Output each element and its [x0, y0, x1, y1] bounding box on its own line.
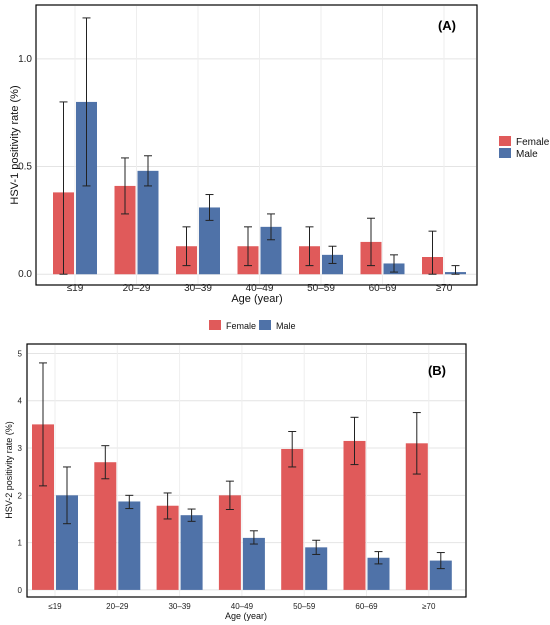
- legend-a-female-label: Female: [516, 137, 550, 148]
- bar-male: [199, 207, 220, 275]
- chart-a-frame: [35, 4, 478, 286]
- bar-female: [114, 185, 136, 275]
- bar-male: [118, 501, 141, 590]
- y-tick-label-0: 0: [18, 586, 23, 595]
- x-tick-label: 50–59: [293, 602, 316, 611]
- bar-male: [137, 170, 159, 275]
- chart-a-grid: [37, 6, 476, 284]
- bar-male: [322, 254, 343, 275]
- legend-b-female-label: Female: [226, 321, 256, 331]
- bar-female: [218, 495, 241, 590]
- bar-male: [305, 547, 328, 590]
- bar-female: [94, 462, 117, 590]
- bar-female: [343, 440, 366, 590]
- chart-a-y-ticks: 0.0 0.5 1.0: [18, 54, 32, 280]
- bar-male: [56, 495, 78, 590]
- chart-b-legend: Female Male: [209, 320, 296, 331]
- x-tick-label: 30–39: [184, 283, 212, 294]
- bar-female: [405, 443, 428, 590]
- bar-male: [180, 515, 203, 590]
- bar-female: [156, 505, 179, 590]
- legend-a-male-label: Male: [516, 149, 538, 160]
- x-tick-label: 60–69: [369, 283, 397, 294]
- x-tick-label: 50–59: [307, 283, 335, 294]
- bar-male: [242, 537, 265, 590]
- bar-female: [32, 424, 54, 590]
- x-tick-label: 20–29: [123, 283, 151, 294]
- chart-b: 0 1 2 3 4 5 ≤19 20–29 30–39 40–49 50–59 60–69 ≥70 (…: [4, 343, 467, 621]
- x-tick-label: 40–49: [246, 283, 274, 294]
- y-tick-label-0.0: 0.0: [18, 269, 32, 280]
- chart-a-legend: Female Male: [499, 136, 550, 160]
- legend-b-male-swatch: [259, 320, 271, 330]
- legend-b-male-label: Male: [276, 321, 296, 331]
- bar-male: [429, 560, 452, 590]
- x-tick-label: 40–49: [231, 602, 254, 611]
- x-tick-label: ≥70: [436, 283, 453, 294]
- chart-a-errorbars: [59, 17, 460, 275]
- chart-b-bars: [32, 424, 452, 590]
- chart-a-y-axis-title: HSV-1 positivity rate (%): [9, 85, 21, 204]
- chart-b-x-ticks: ≤19 20–29 30–39 40–49 50–59 60–69 ≥70: [48, 602, 436, 611]
- chart-a-x-axis-title: Age (year): [231, 293, 282, 305]
- chart-b-y-ticks: 0 1 2 3 4 5: [18, 349, 23, 594]
- legend-a-male-swatch: [499, 148, 511, 158]
- chart-a: 0.0 0.5 1.0 ≤19 20–29 30–39 40–49 50–59 60–69 ≥7…: [9, 4, 550, 305]
- chart-b-y-axis-title: HSV-2 positivity rate (%): [4, 421, 14, 519]
- y-tick-label-0.5: 0.5: [18, 162, 32, 173]
- x-tick-label: ≤19: [67, 283, 84, 294]
- x-tick-label: 20–29: [106, 602, 129, 611]
- y-tick-label-1: 1: [18, 539, 23, 548]
- chart-b-x-axis-title: Age (year): [225, 611, 267, 621]
- y-tick-label-5: 5: [18, 349, 23, 358]
- legend-a-female-swatch: [499, 136, 511, 146]
- y-tick-label-3: 3: [18, 444, 23, 453]
- y-tick-label-2: 2: [18, 491, 23, 500]
- chart-a-panel-label: (A): [438, 18, 456, 33]
- bar-male: [367, 557, 390, 590]
- y-tick-label-4: 4: [18, 397, 23, 406]
- bar-male: [260, 226, 282, 275]
- x-tick-label: ≥70: [422, 602, 436, 611]
- legend-b-female-swatch: [209, 320, 221, 330]
- x-tick-label: 30–39: [168, 602, 191, 611]
- x-tick-label: 60–69: [355, 602, 378, 611]
- chart-a-x-ticks: ≤19 20–29 30–39 40–49 50–59 60–69 ≥70: [67, 283, 453, 294]
- x-tick-label: ≤19: [48, 602, 62, 611]
- y-tick-label-1.0: 1.0: [18, 54, 32, 65]
- bar-male: [76, 101, 97, 275]
- chart-b-panel-label: (B): [428, 363, 446, 378]
- bar-female: [281, 448, 304, 590]
- chart-b-errorbars: [39, 362, 445, 570]
